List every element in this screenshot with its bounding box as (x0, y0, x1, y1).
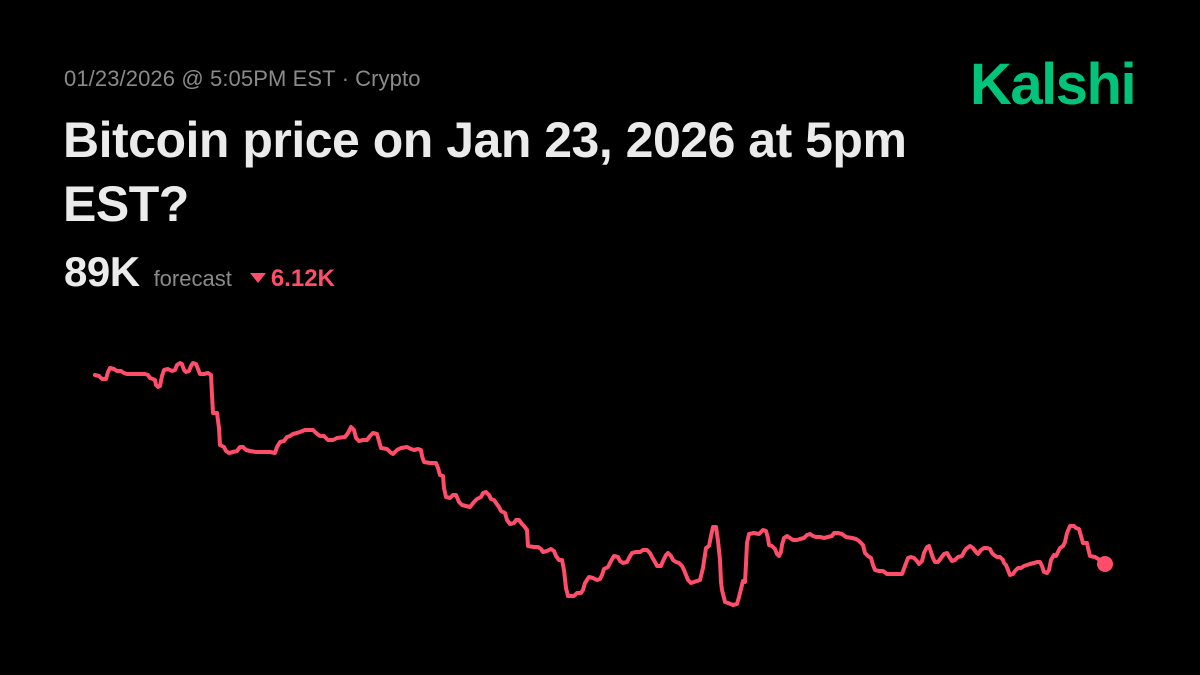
forecast-label: forecast (153, 266, 232, 291)
kalshi-logo: Kalshi (970, 52, 1137, 117)
triangle-down-icon (249, 273, 266, 283)
forecast-change: 6.12K (249, 265, 335, 293)
forecast-summary: 89K forecast 6.12K (64, 248, 335, 296)
market-category: Crypto (355, 66, 421, 91)
market-title: Bitcoin price on Jan 23, 2026 at 5pm EST… (63, 112, 907, 232)
market-time: 5:05PM EST (209, 66, 336, 91)
market-date: 01/23/2026 (64, 66, 176, 91)
change-value: 6.12K (270, 265, 335, 292)
price-line (93, 361, 1107, 607)
meta-separator: · (341, 66, 350, 91)
forecast-value: 89K (64, 248, 140, 295)
market-meta: 01/23/2026 @ 5:05PM EST · Crypto (64, 66, 421, 92)
current-price-marker (1097, 556, 1113, 572)
at-symbol: @ (181, 66, 204, 91)
